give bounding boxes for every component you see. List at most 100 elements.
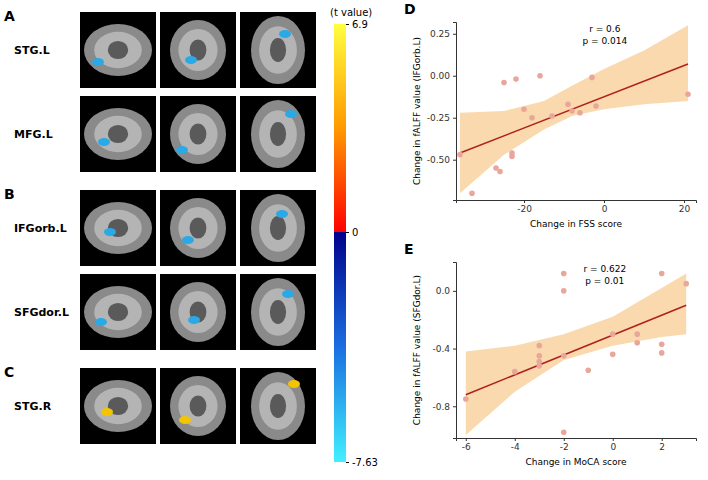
confidence-band [460,25,688,193]
y-tick-mark [453,160,456,161]
data-point [549,113,555,119]
fit-line [466,305,686,394]
data-point [685,91,691,97]
brain-panels: ASTG.LMFG.LBIFGorb.LSFGdor.LCSTG.R [4,8,316,444]
colorbar-tick-label: 0 [352,227,358,238]
brain-inner [94,388,142,424]
data-point [569,108,575,114]
brain-inner [94,210,142,246]
brain-slice [240,12,316,88]
brain-outline [170,104,226,164]
colorbar-tick-mark [346,24,349,25]
region-label: IFGorb.L [14,222,67,235]
data-point [683,281,689,287]
data-point [513,76,519,82]
y-tick: 0.0 [436,286,456,296]
y-tick-mark [453,34,456,35]
x-tick: -4 [511,438,520,452]
brain-slice [160,368,236,444]
brain-core [270,122,286,146]
x-tick-label: 0 [610,442,616,452]
y-axis-title: Change in fALFF value (IFGorb.L) [412,37,422,185]
x-tick-label: 2 [659,442,665,452]
brain-outline [251,194,305,262]
colorbar [334,24,346,462]
panel-letter: B [4,186,15,202]
brain-inner [94,294,142,330]
y-axis: -0.8-0.40.0 [432,263,456,439]
data-point [509,150,515,156]
brain-inner [178,291,217,333]
y-tick-mark [453,406,456,407]
stat-annotation: r = 0.622 [583,264,626,274]
activation-blob [279,30,291,38]
brain-slice [80,190,156,266]
data-point [537,73,543,79]
y-tick: -0.50 [427,155,456,165]
stat-annotation: p = 0.014 [582,36,627,46]
data-point [536,353,542,359]
brain-core [270,394,286,418]
brain-outline [84,24,152,76]
data-point [577,110,583,116]
brain-outline [251,372,305,440]
brain-core [108,303,128,321]
x-tick-mark [684,200,685,203]
x-tick-label: 20 [679,204,691,214]
brain-outline [251,278,305,346]
x-tick-label: -20 [517,204,532,214]
activation-blob [182,236,194,244]
brain-outline [84,286,152,338]
panel-letter: D [404,1,416,17]
colorbar-axis: 6.90-7.63 [346,19,378,468]
brain-core [270,38,286,62]
region-label: MFG.L [14,128,53,141]
slice-ground [240,190,316,266]
data-point [561,288,567,294]
scatter-panel: E-6-4-202-0.8-0.40.0Change in MoCA score… [404,241,697,467]
figure: ASTG.LMFG.LBIFGorb.LSFGdor.LCSTG.R(t val… [0,0,708,480]
y-tick: -0.4 [432,344,456,354]
data-point [501,80,507,86]
activation-blob [185,56,197,64]
x-tick-label: -2 [560,442,569,452]
data-point [463,396,469,402]
x-tick: -2 [560,438,569,452]
brain-outline [251,100,305,168]
brain-slice [80,12,156,88]
slice-ground [240,274,316,350]
x-tick: -20 [517,200,532,214]
x-tick-mark [515,438,516,441]
brain-inner [178,29,217,71]
x-axis: -6 -4 -2 0 2 [457,438,697,452]
data-point [536,343,542,349]
x-tick-label: -6 [462,442,471,452]
brain-inner [178,385,217,427]
brain-outline [84,108,152,160]
brain-slice [240,274,316,350]
y-axis-line [453,263,457,439]
x-tick-mark [564,438,565,441]
y-tick: 0.25 [430,29,456,39]
brain-inner [259,288,297,336]
x-tick: -6 [462,438,471,452]
slice-ground [160,190,236,266]
brain-slice [80,96,156,172]
panel-letter: E [404,241,414,257]
y-tick-mark [453,349,456,350]
slice-ground [240,96,316,172]
brain-core [108,125,128,143]
brain-outline [84,202,152,254]
brain-core [270,216,286,240]
brain-inner [259,382,297,430]
colorbar-tick-mark [346,232,349,233]
y-axis-line [453,23,457,201]
slice-ground [160,96,236,172]
confidence-band [466,274,686,436]
colorbar-tick: 0 [346,227,358,238]
slice-ground [160,368,236,444]
y-axis-title: Change in fALFF value (SFGdor.L) [412,275,422,425]
x-axis-title: Change in FSS score [530,219,622,229]
colorbar-tick-label: 6.9 [352,19,368,30]
brain-slice [240,96,316,172]
